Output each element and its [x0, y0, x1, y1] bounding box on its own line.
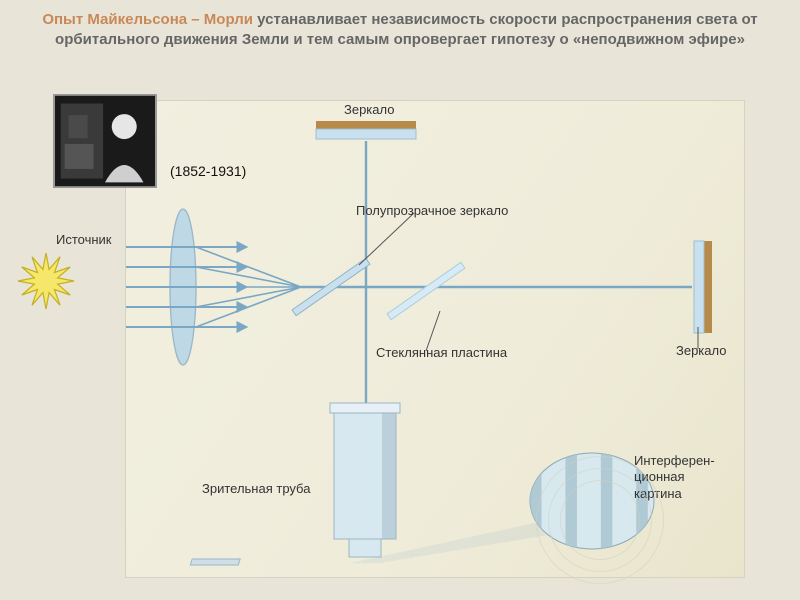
label-mirror-top: Зеркало: [344, 102, 394, 117]
decorative-ripple: [536, 456, 664, 584]
slide-title: Опыт Майкельсона – Морли устанавливает н…: [0, 0, 800, 59]
dates-caption: (1852-1931): [170, 163, 246, 179]
portrait-photo: [53, 94, 157, 188]
label-source: Источник: [56, 232, 112, 247]
label-glass-plate: Стеклянная пластина: [376, 345, 507, 360]
label-mirror-right: Зеркало: [676, 343, 726, 358]
title-highlight: Опыт Майкельсона – Морли: [42, 11, 257, 28]
light-source-star-icon: [16, 251, 76, 311]
label-telescope: Зрительная труба: [202, 481, 310, 496]
label-half-mirror: Полупрозрачное зеркало: [356, 203, 508, 218]
